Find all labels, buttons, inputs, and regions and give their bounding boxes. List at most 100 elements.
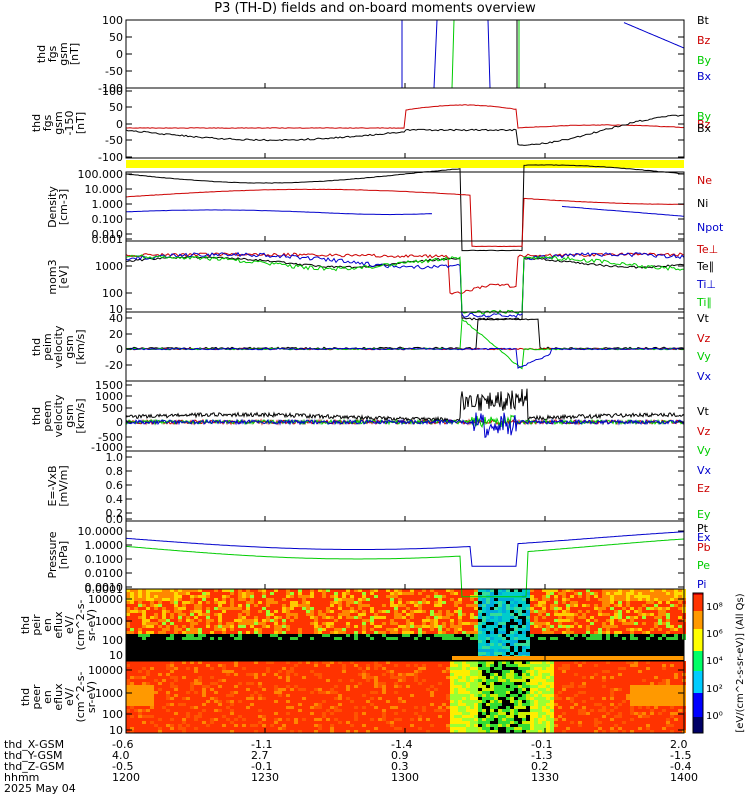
- legend-Te⊥: Te⊥: [697, 243, 719, 256]
- legend-Vx: Vx: [697, 370, 712, 383]
- footer-value: 1400: [670, 771, 698, 784]
- y-tick-label: 1000: [95, 687, 123, 700]
- y-tick-label: 0: [116, 416, 123, 429]
- y-tick-label: 10: [109, 649, 123, 662]
- footer-row-label: thd_Z-GSM: [4, 760, 65, 773]
- y-axis-label: thd peir en eflux eV/ (cm^2-s- sr-eV): [18, 599, 98, 651]
- footer-value: -1.4: [391, 738, 413, 751]
- y-tick-label: 10.0000: [78, 525, 124, 538]
- legend-Vz: Vz: [697, 425, 711, 438]
- colorbar-tick-label: 10⁴: [706, 656, 723, 667]
- panel-frame: [125, 240, 685, 313]
- vx-trace: [125, 412, 685, 439]
- bz-trace: [126, 104, 685, 129]
- legend-By: By: [697, 54, 712, 67]
- ti-para-trace: [125, 254, 684, 315]
- colorbar: [692, 592, 704, 734]
- quality-flag-bar: [126, 160, 684, 168]
- y-axis-label: thd fgs gsm -150 [nT]: [29, 110, 87, 136]
- bx-trace: [487, 19, 491, 89]
- vt-trace: [125, 318, 685, 350]
- y-tick-label: 10: [109, 303, 123, 316]
- y-tick-label: 1.0: [106, 451, 124, 464]
- te-perp-trace: [125, 252, 685, 295]
- colorbar-tick-label: 10⁸: [706, 602, 723, 613]
- footer-value: -1.3: [531, 749, 553, 762]
- y-tick-label: 100: [102, 634, 123, 647]
- y-tick-label: 1000: [95, 615, 123, 628]
- y-axis-label: thd peim velocity gsm [km/s]: [29, 325, 87, 368]
- pe-trace: [125, 538, 685, 598]
- vt-trace: [125, 388, 685, 424]
- y-tick-label: 20: [109, 328, 123, 341]
- footer-value: -1.1: [251, 738, 273, 751]
- legend-Pe: Pe: [697, 559, 711, 572]
- npot-trace: [125, 209, 433, 216]
- footer-value: 1330: [531, 771, 559, 784]
- legend-Vy: Vy: [697, 444, 711, 457]
- colorbar-tick-label: 10⁰: [706, 711, 723, 722]
- y-tick-label: 1000: [95, 260, 123, 273]
- y-tick-label: 1500: [95, 379, 123, 392]
- y-tick-label: 100.000: [78, 168, 124, 181]
- y-axis-label: thd peem velocity gsm [km/s]: [29, 394, 87, 438]
- y-tick-label: 0.0100: [85, 567, 124, 580]
- footer-value: 2.7: [251, 749, 269, 762]
- y-tick-label: -100: [98, 151, 123, 164]
- y-tick-label: 0.0010: [85, 581, 124, 594]
- panel-frame: [125, 520, 685, 590]
- footer-value: -0.6: [112, 738, 134, 751]
- legend-Ne: Ne: [697, 174, 712, 187]
- npot-trace: [561, 205, 685, 217]
- y-tick-label: 10.000: [85, 183, 124, 196]
- footer-value: -0.1: [531, 738, 553, 751]
- y-tick-label: 100: [102, 287, 123, 300]
- y-tick-label: 50: [109, 101, 123, 114]
- legend-Vx: Vx: [697, 464, 712, 477]
- y-tick-label: -500: [98, 431, 123, 444]
- y-tick-label: 0: [116, 118, 123, 131]
- legend-Ey: Ey: [697, 508, 711, 521]
- legend-Pb: Pb: [697, 541, 711, 554]
- y-tick-label: 0.2: [106, 507, 124, 520]
- vy-trace: [125, 318, 685, 370]
- legend-Pt: Pt: [697, 522, 708, 535]
- y-tick-label: 0.1000: [85, 553, 124, 566]
- footer-value: -0.4: [670, 760, 692, 773]
- legend-Te∥: Te∥: [697, 260, 715, 273]
- y-tick-label: -1000: [91, 441, 123, 454]
- footer-value: -0.1: [251, 760, 273, 773]
- y-tick-label: 100: [102, 85, 123, 98]
- y-axis-label: E=-VxB [mV/m]: [46, 465, 70, 507]
- footer-value: 4.0: [112, 749, 130, 762]
- legend-Vt: Vt: [697, 405, 709, 418]
- y-axis-label: Density [cm-3]: [46, 185, 70, 228]
- legend-Npot: Npot: [697, 221, 724, 234]
- legend-Ti∥: Ti∥: [697, 296, 712, 309]
- pi-trace: [125, 531, 685, 567]
- legend-Bx: Bx: [697, 122, 712, 135]
- footer-row-label: thd_Y-GSM: [4, 749, 63, 762]
- y-tick-label: -50: [105, 134, 123, 147]
- y-tick-label: 10000: [88, 593, 123, 606]
- y-tick-label: -20: [105, 359, 123, 372]
- footer-value: 0.3: [391, 760, 409, 773]
- legend-Bt: Bt: [697, 14, 709, 27]
- legend-Bx: Bx: [697, 70, 712, 83]
- te-para-trace: [125, 256, 685, 321]
- y-tick-label: 1.000: [92, 198, 124, 211]
- footer-value: 1200: [112, 771, 140, 784]
- colorbar-tick-label: 10⁶: [706, 629, 723, 640]
- panel-frame: [125, 311, 685, 382]
- panel-frame: [125, 19, 685, 89]
- y-tick-label: 0.010: [92, 228, 124, 241]
- ti-perp-trace: [125, 251, 685, 318]
- panel-frame: [125, 171, 685, 242]
- legend-Ti⊥: Ti⊥: [697, 278, 717, 291]
- y-tick-label: 0.6: [106, 479, 124, 492]
- legend-Vz: Vz: [697, 332, 711, 345]
- legend-By: By: [697, 110, 712, 123]
- y-axis-label: mom3 [eV]: [46, 258, 70, 295]
- colorbar-label: [eV/(cm^2-s-sr-eV)] (All Qs): [735, 593, 746, 732]
